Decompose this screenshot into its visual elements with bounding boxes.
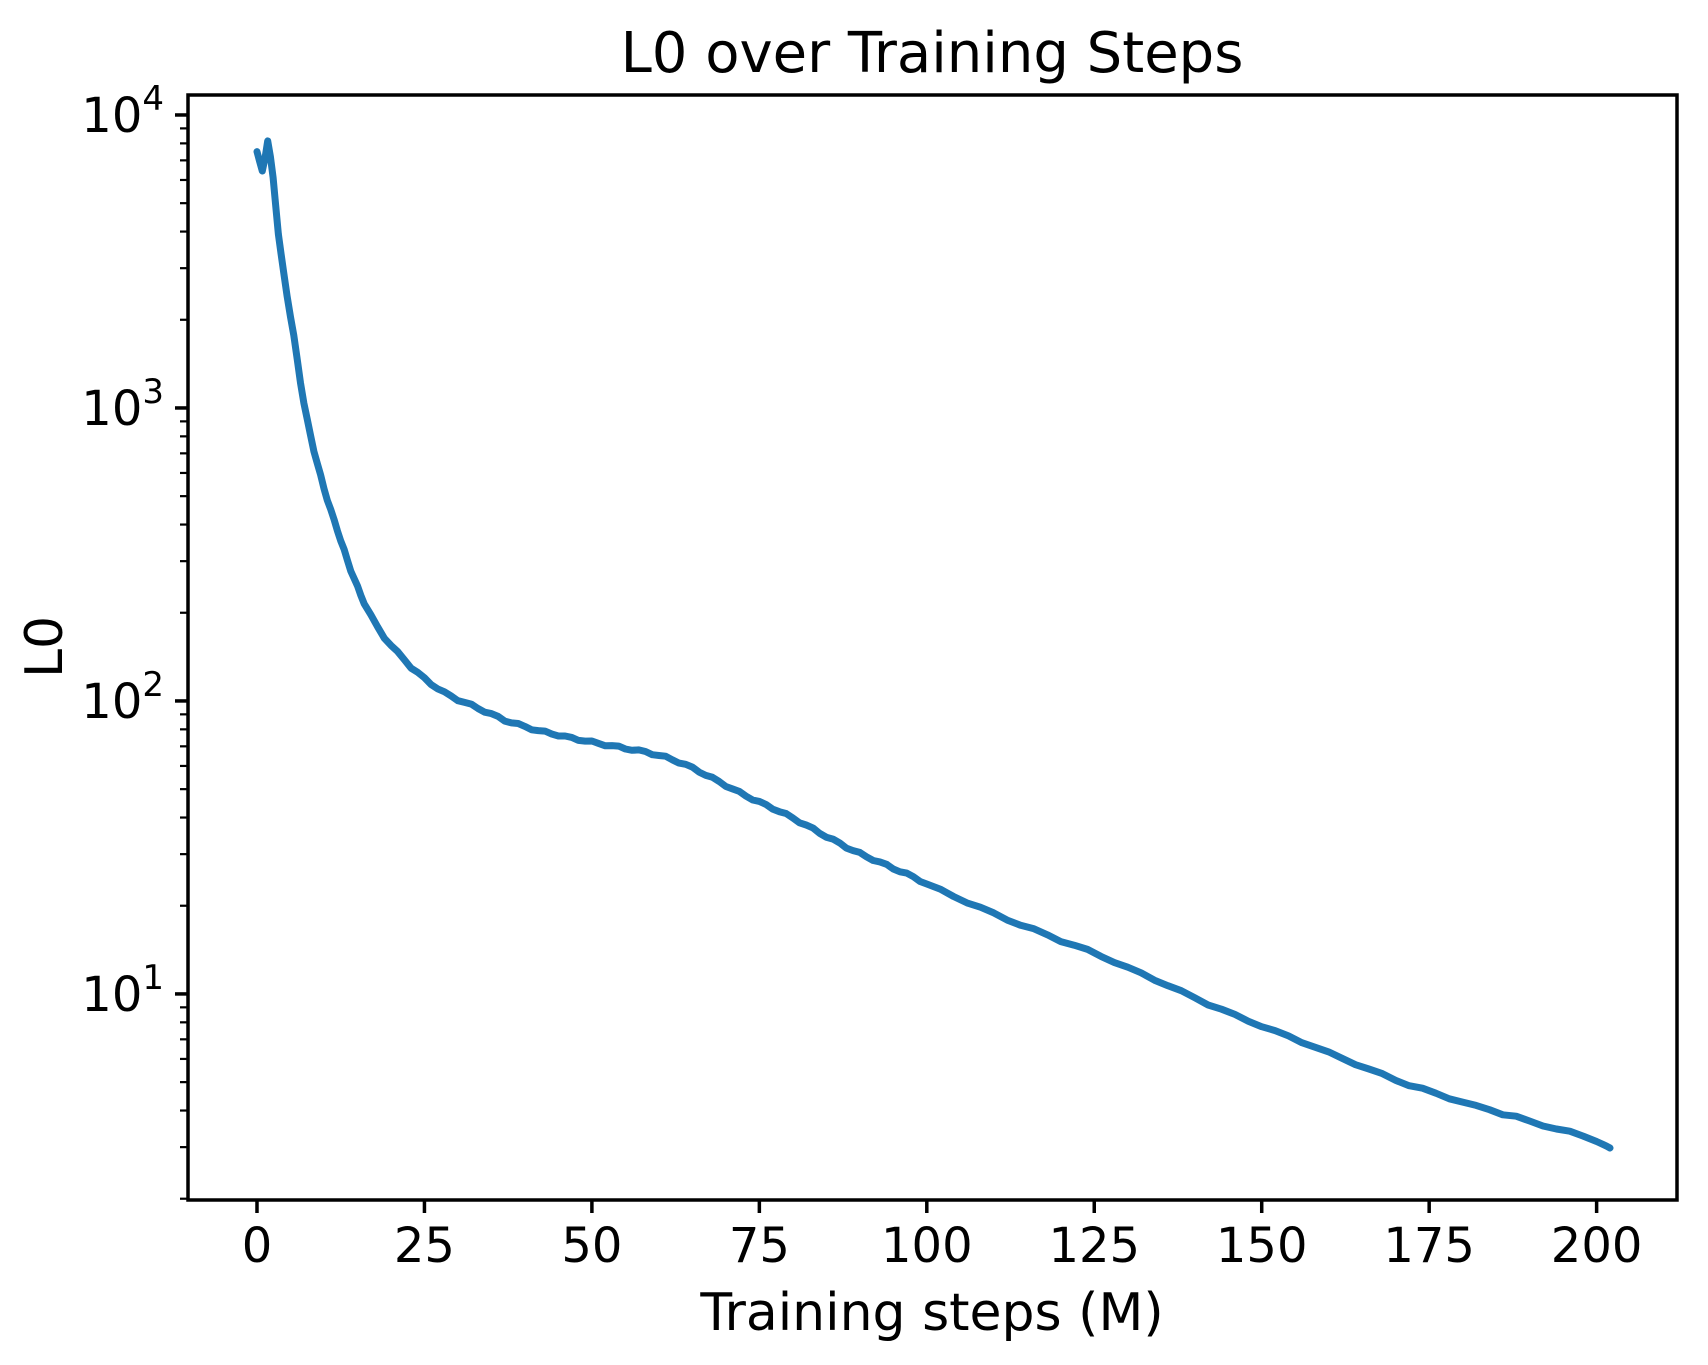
plot-border bbox=[186, 93, 1679, 1202]
y-tick-label: 104 bbox=[81, 79, 164, 144]
x-tick-label: 75 bbox=[729, 1218, 790, 1274]
y-minor-ticks bbox=[180, 127, 188, 1200]
x-tick-label: 50 bbox=[561, 1218, 622, 1274]
y-major-ticks bbox=[175, 113, 188, 996]
x-tick-label: 100 bbox=[881, 1218, 973, 1274]
x-tick-label: 175 bbox=[1383, 1218, 1475, 1274]
y-tick-labels: 104 103 102 101 bbox=[81, 79, 164, 1023]
x-tick-labels: 0 25 50 75 100 125 150 175 200 bbox=[242, 1218, 1643, 1274]
y-tick-label: 103 bbox=[81, 372, 164, 437]
data-line-l0 bbox=[253, 137, 1614, 1152]
chart-title: L0 over Training Steps bbox=[621, 21, 1244, 86]
y-tick-label: 102 bbox=[81, 665, 164, 730]
x-tick-label: 25 bbox=[394, 1218, 455, 1274]
x-tick-label: 200 bbox=[1551, 1218, 1643, 1274]
y-tick-label: 101 bbox=[81, 958, 164, 1023]
x-tick-label: 0 bbox=[242, 1218, 273, 1274]
x-major-ticks bbox=[255, 1200, 1599, 1213]
x-axis-label: Training steps (M) bbox=[699, 1283, 1163, 1343]
x-tick-label: 150 bbox=[1216, 1218, 1308, 1274]
x-tick-label: 125 bbox=[1048, 1218, 1140, 1274]
y-axis-label: L0 bbox=[15, 616, 75, 678]
